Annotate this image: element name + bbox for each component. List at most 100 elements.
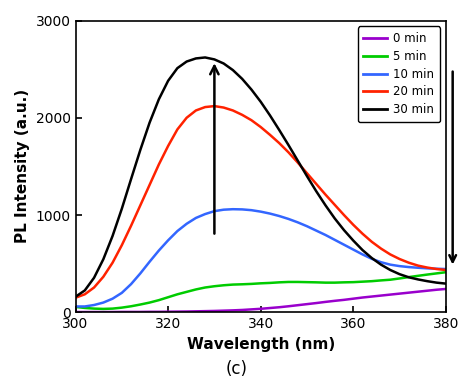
5 min	[369, 279, 374, 283]
5 min	[295, 280, 301, 284]
5 min	[415, 274, 421, 278]
10 min	[267, 211, 273, 216]
0 min	[230, 308, 236, 312]
10 min	[82, 304, 88, 309]
20 min	[82, 292, 88, 296]
10 min	[109, 296, 115, 301]
30 min	[415, 277, 421, 282]
0 min	[397, 291, 402, 296]
10 min	[193, 216, 199, 220]
0 min	[424, 288, 430, 293]
0 min	[100, 310, 106, 314]
10 min	[313, 228, 319, 233]
5 min	[378, 278, 384, 283]
5 min	[174, 292, 180, 296]
10 min	[295, 220, 301, 225]
0 min	[239, 308, 245, 312]
10 min	[147, 259, 153, 264]
20 min	[248, 118, 254, 123]
30 min	[258, 99, 264, 104]
30 min	[202, 55, 208, 60]
5 min	[239, 282, 245, 286]
5 min	[165, 295, 171, 299]
10 min	[119, 291, 125, 295]
20 min	[109, 261, 115, 265]
20 min	[434, 267, 439, 271]
10 min	[341, 243, 347, 247]
5 min	[202, 285, 208, 290]
20 min	[184, 115, 190, 120]
20 min	[267, 133, 273, 137]
5 min	[73, 305, 78, 309]
5 min	[360, 279, 365, 284]
30 min	[341, 228, 347, 232]
10 min	[350, 247, 356, 252]
30 min	[443, 281, 449, 286]
20 min	[73, 295, 78, 300]
5 min	[267, 281, 273, 285]
30 min	[424, 279, 430, 283]
30 min	[100, 257, 106, 262]
20 min	[137, 203, 143, 207]
5 min	[211, 284, 217, 288]
30 min	[397, 272, 402, 277]
30 min	[350, 238, 356, 243]
20 min	[387, 252, 393, 257]
10 min	[248, 208, 254, 212]
0 min	[313, 301, 319, 305]
20 min	[156, 162, 162, 167]
Line: 10 min: 10 min	[75, 209, 446, 306]
Line: 0 min: 0 min	[75, 289, 446, 312]
20 min	[415, 263, 421, 268]
10 min	[137, 271, 143, 276]
10 min	[387, 262, 393, 267]
20 min	[258, 125, 264, 129]
20 min	[332, 202, 337, 207]
10 min	[332, 238, 337, 242]
5 min	[156, 298, 162, 303]
0 min	[248, 307, 254, 312]
20 min	[295, 160, 301, 165]
0 min	[165, 309, 171, 314]
30 min	[137, 147, 143, 152]
10 min	[397, 264, 402, 269]
10 min	[360, 252, 365, 257]
30 min	[295, 158, 301, 163]
Line: 20 min: 20 min	[75, 106, 446, 298]
20 min	[323, 192, 328, 197]
10 min	[184, 222, 190, 226]
10 min	[378, 260, 384, 264]
20 min	[350, 222, 356, 227]
0 min	[137, 310, 143, 314]
10 min	[406, 265, 411, 269]
30 min	[369, 256, 374, 260]
0 min	[350, 296, 356, 301]
30 min	[73, 295, 78, 299]
0 min	[119, 310, 125, 314]
30 min	[239, 76, 245, 81]
10 min	[156, 248, 162, 253]
10 min	[276, 214, 282, 218]
0 min	[295, 303, 301, 308]
30 min	[211, 57, 217, 62]
20 min	[147, 183, 153, 187]
10 min	[369, 257, 374, 261]
5 min	[109, 306, 115, 311]
20 min	[239, 113, 245, 117]
5 min	[434, 271, 439, 276]
Legend: 0 min, 5 min, 10 min, 20 min, 30 min: 0 min, 5 min, 10 min, 20 min, 30 min	[357, 26, 440, 122]
20 min	[128, 223, 134, 228]
30 min	[82, 288, 88, 293]
0 min	[91, 310, 97, 314]
5 min	[424, 272, 430, 277]
30 min	[230, 68, 236, 73]
10 min	[434, 266, 439, 271]
20 min	[369, 240, 374, 244]
0 min	[443, 286, 449, 291]
X-axis label: Wavelength (nm): Wavelength (nm)	[187, 337, 335, 352]
5 min	[230, 282, 236, 287]
10 min	[221, 207, 227, 212]
30 min	[387, 268, 393, 272]
5 min	[82, 306, 88, 310]
30 min	[91, 275, 97, 280]
